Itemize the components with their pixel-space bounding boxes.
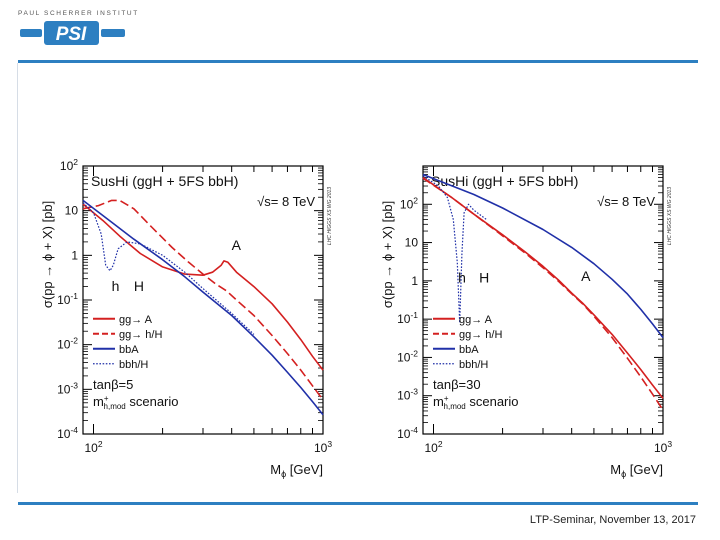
scenario-tanb: tanβ=30 [433, 377, 481, 392]
y-tick-label: 10-2 [57, 336, 78, 352]
psi-logo: PAUL SCHERRER INSTITUT PSI [18, 10, 138, 52]
y-tick-label: 10-1 [397, 310, 418, 326]
footer-text: LTP-Seminar, November 13, 2017 [529, 514, 696, 526]
y-tick-label: 1 [71, 248, 78, 262]
x-tick-label: 103 [654, 439, 672, 455]
legend-label: gg→ A [459, 314, 493, 326]
scenario-label: m+ h,mod scenario [93, 394, 179, 411]
y-tick-label: 10-3 [397, 387, 418, 403]
annotation-h: h [112, 278, 120, 294]
y-tick-label: 10-3 [57, 380, 78, 396]
annotation-a: A [232, 237, 242, 253]
energy-label: √s= 8 TeV [257, 194, 315, 209]
x-axis-title: Mϕ [GeV] [610, 462, 663, 479]
y-tick-label: 10 [405, 236, 419, 250]
y-tick-label: 1 [411, 274, 418, 288]
legend-label: gg→ h/H [119, 329, 162, 341]
legend-label: gg→ A [119, 314, 153, 326]
series-3-line [422, 175, 487, 324]
y-tick-label: 10-4 [397, 425, 418, 441]
institute-caption: PAUL SCHERRER INSTITUT [18, 10, 139, 17]
logo-text: PSI [56, 24, 87, 45]
y-tick-label: 10-4 [57, 425, 78, 441]
content-border [17, 63, 18, 493]
footer-divider [18, 502, 698, 505]
legend-label: bbA [459, 344, 479, 356]
legend-label: gg→ h/H [459, 329, 502, 341]
header-divider [18, 60, 698, 63]
series-3-line [82, 202, 255, 335]
energy-label: √s= 8 TeV [597, 194, 655, 209]
legend-label: bbh/H [459, 359, 488, 371]
series-2-line [82, 199, 324, 416]
annotation-h: H [479, 270, 489, 286]
chart-tanb5: 102 10 1 10-1 10-2 10-3 10-4 102 103 σ(pp → ϕ + X… [40, 157, 333, 479]
x-axis-title: Mϕ [GeV] [270, 462, 323, 479]
x-tick-label: 102 [84, 439, 102, 455]
x-tick-label: 102 [424, 439, 442, 455]
x-tick-label: 103 [314, 439, 332, 455]
side-label: LHC HIGGS XS WG 2013 [667, 187, 673, 245]
annotation-h: h [458, 270, 466, 286]
series-1-line [422, 177, 664, 411]
legend-label: bbA [119, 344, 139, 356]
legend-label: bbh/H [119, 359, 148, 371]
chart-title: SusHi (ggH + 5FS bbH) [431, 173, 578, 189]
y-tick-label: 102 [60, 157, 78, 173]
y-axis-title: σ(pp → ϕ + X) [pb] [40, 201, 55, 308]
y-tick-label: 10-2 [397, 348, 418, 364]
scenario-label: m+ h,mod scenario [433, 394, 519, 411]
y-tick-label: 102 [400, 195, 418, 211]
series-1-line [82, 199, 324, 401]
chart-title: SusHi (ggH + 5FS bbH) [91, 173, 238, 189]
psi-logo-mark: PSI [20, 21, 125, 45]
annotation-h: H [134, 278, 144, 294]
y-tick-label: 10 [65, 204, 79, 218]
series-2-line [422, 173, 664, 339]
series-0-line [82, 203, 324, 371]
scenario-tanb: tanβ=5 [93, 377, 133, 392]
side-label: LHC HIGGS XS WG 2013 [327, 187, 333, 245]
annotation-a: A [581, 268, 591, 284]
y-tick-label: 10-1 [57, 291, 78, 307]
chart-tanb30: 102 10 1 10-1 10-2 10-3 10-4 102 103 σ(pp → ϕ + X… [380, 165, 673, 479]
y-axis-title: σ(pp → ϕ + X) [pb] [380, 201, 395, 308]
